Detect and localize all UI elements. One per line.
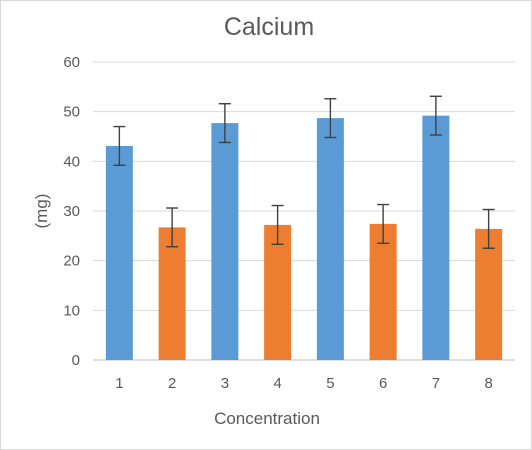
- x-tick-label-8: 8: [484, 375, 492, 392]
- x-tick-label-6: 6: [379, 375, 387, 392]
- y-axis-ticks: 0 10 20 30 40 50 60: [63, 54, 80, 369]
- error-bars: [113, 95, 495, 249]
- x-tick-label-7: 7: [432, 375, 440, 392]
- bar-6: [369, 223, 397, 360]
- y-tick-label-50: 50: [63, 104, 80, 121]
- bars: [105, 115, 503, 360]
- gridlines: [93, 61, 515, 361]
- bar-4: [264, 224, 292, 360]
- bar-5: [316, 118, 344, 360]
- bar-7: [422, 115, 450, 360]
- y-axis-title: (mg): [32, 194, 51, 229]
- y-tick-label-0: 0: [72, 352, 80, 369]
- x-axis-title: Concentration: [214, 409, 320, 428]
- y-tick-label-40: 40: [63, 153, 80, 170]
- bar-3: [211, 123, 239, 360]
- x-tick-label-2: 2: [168, 375, 176, 392]
- bar-8: [475, 228, 503, 360]
- y-tick-label-60: 60: [63, 54, 80, 71]
- x-axis-ticks: 1 2 3 4 5 6 7 8: [115, 375, 493, 392]
- x-tick-label-5: 5: [326, 375, 334, 392]
- bar-1: [105, 145, 133, 360]
- x-tick-label-4: 4: [273, 375, 281, 392]
- bar-2: [158, 227, 186, 360]
- y-tick-label-20: 20: [63, 253, 80, 270]
- y-tick-label-30: 30: [63, 203, 80, 220]
- x-tick-label-3: 3: [221, 375, 229, 392]
- x-tick-label-1: 1: [115, 375, 123, 392]
- y-tick-label-10: 10: [63, 302, 80, 319]
- chart-title: Calcium: [224, 13, 314, 41]
